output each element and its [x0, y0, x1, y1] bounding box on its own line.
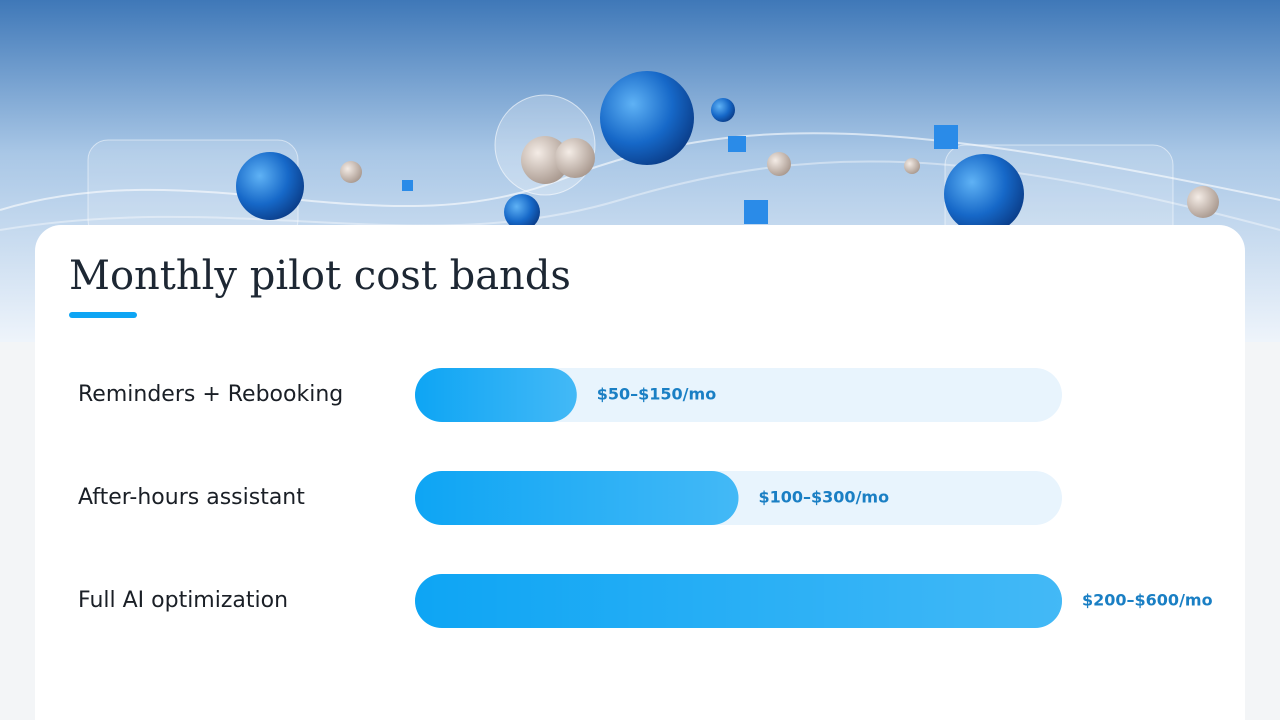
category-label: Reminders + Rebooking	[78, 382, 343, 407]
category-label: Full AI optimization	[78, 588, 288, 613]
bar-shine	[415, 471, 739, 525]
bar-shine	[415, 574, 1062, 628]
value-label: $50–$150/mo	[597, 385, 716, 404]
category-label: After-hours assistant	[78, 485, 305, 510]
bar-shine	[415, 368, 577, 422]
bars: Reminders + Rebooking $50–$150/mo After-ho…	[78, 368, 1213, 628]
value-label: $100–$300/mo	[759, 488, 890, 507]
title-accent	[69, 312, 137, 318]
value-label: $200–$600/mo	[1082, 591, 1213, 610]
bar-track	[415, 368, 1062, 422]
chart-title: Monthly pilot cost bands	[69, 253, 571, 299]
